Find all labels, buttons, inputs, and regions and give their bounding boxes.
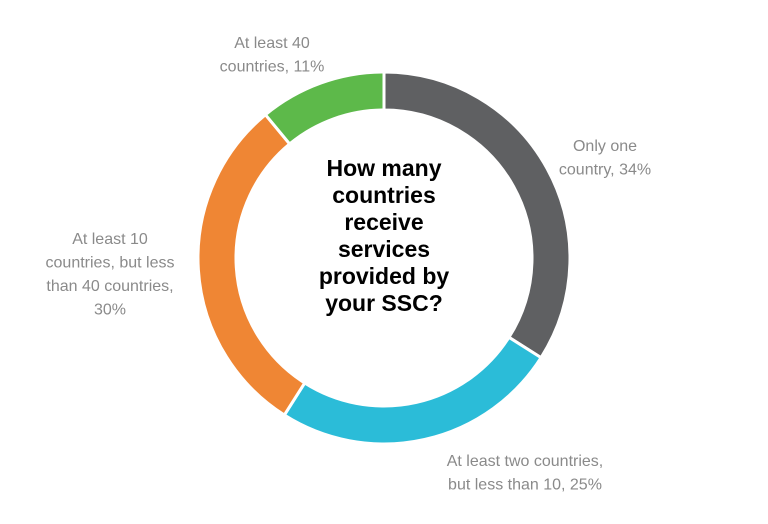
data-label-line: countries, 11% bbox=[220, 59, 325, 76]
data-label-line: At least 10 bbox=[72, 231, 148, 248]
data-label: Only one country, 34% bbox=[559, 138, 651, 179]
data-label-line: country, 34% bbox=[559, 162, 651, 179]
data-label-line: At least 40 bbox=[234, 35, 310, 52]
data-label-line: countries, but less bbox=[46, 255, 175, 272]
donut-segment bbox=[196, 112, 307, 418]
data-label-line: 30% bbox=[94, 302, 126, 319]
donut-segment bbox=[263, 70, 386, 147]
chart-title: How many countries receive services prov… bbox=[318, 155, 450, 316]
data-label-line: than 40 countries, bbox=[46, 278, 173, 295]
data-label: At least 10 countries, but less than 40 co… bbox=[46, 231, 175, 319]
data-label-line: Only one bbox=[573, 138, 637, 155]
data-label-line: At least two countries, bbox=[447, 453, 604, 470]
data-label: At least two countries, but less than 10,… bbox=[447, 453, 604, 494]
data-label-line: but less than 10, 25% bbox=[448, 477, 602, 494]
donut-segment bbox=[282, 335, 544, 446]
data-label: At least 40 countries, 11% bbox=[220, 35, 325, 76]
